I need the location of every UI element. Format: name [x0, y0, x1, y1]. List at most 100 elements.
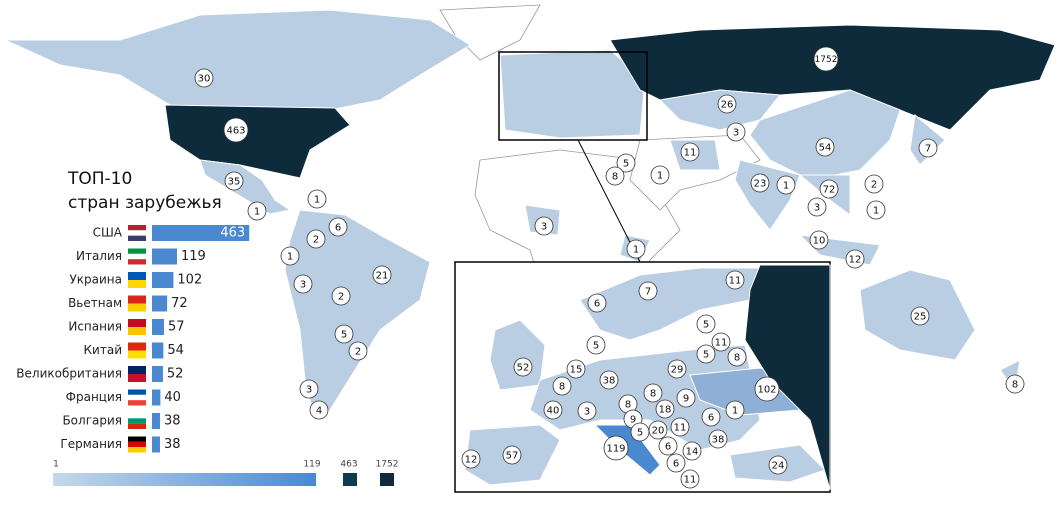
- flag-stripe: [128, 366, 146, 374]
- label-circle: [247, 201, 267, 221]
- map-label: 9: [683, 394, 689, 405]
- label-circle: [552, 376, 572, 396]
- label-circle: [819, 179, 839, 199]
- flag-stripe: [128, 413, 146, 419]
- flag-stripe: [128, 259, 146, 265]
- bar: [152, 413, 160, 429]
- map-label: 12: [465, 455, 478, 466]
- flag-stripe: [128, 303, 146, 312]
- map-label: 3: [306, 385, 312, 396]
- label-circle: [307, 189, 327, 209]
- label-circle: [680, 469, 700, 489]
- flag: [128, 436, 146, 453]
- map-label: 2: [871, 180, 877, 191]
- flag-stripe: [128, 248, 146, 254]
- label-circle: [910, 306, 930, 326]
- map-label: 4: [316, 406, 322, 417]
- map-label: 38: [603, 376, 616, 387]
- map-label: 3: [584, 407, 590, 418]
- map-label: 29: [671, 365, 684, 376]
- legend-swatch: [380, 473, 394, 486]
- label-circle: [676, 388, 696, 408]
- map-label: 18: [659, 405, 672, 416]
- label-circle: [815, 137, 835, 157]
- label-circle: [725, 270, 745, 290]
- flag: [128, 272, 146, 288]
- map-label: 1: [873, 206, 879, 217]
- flag-stripe: [128, 389, 146, 395]
- value-label: 54: [167, 343, 184, 358]
- flag-stripe: [128, 374, 146, 382]
- flag-stripe: [128, 280, 146, 288]
- label-circle: [461, 449, 481, 469]
- label-circle: [776, 175, 796, 195]
- map-label: 6: [594, 299, 600, 310]
- value-label: 38: [164, 437, 181, 452]
- flag-stripe: [128, 441, 146, 448]
- label-circle: [643, 383, 663, 403]
- label-circle: [750, 173, 770, 193]
- label-circle: [587, 293, 607, 313]
- label-circle: [667, 359, 687, 379]
- map-label: 5: [341, 330, 347, 341]
- label-circle: [194, 68, 214, 88]
- label-circle: [513, 357, 533, 377]
- label-circle: [638, 281, 658, 301]
- bar: [152, 389, 161, 406]
- label-circle: [280, 246, 300, 266]
- flag: [128, 413, 146, 429]
- country-label: Италия: [76, 249, 122, 263]
- map-label: 119: [606, 444, 625, 455]
- flag-stripe: [128, 350, 146, 359]
- label-circle: [670, 417, 690, 437]
- flag-stripe: [128, 423, 146, 429]
- map-label: 12: [849, 255, 862, 266]
- map-label: 1: [732, 406, 738, 417]
- map-label: 26: [721, 100, 734, 111]
- flag: [128, 319, 146, 335]
- label-circle: [726, 122, 746, 142]
- map-label: 11: [729, 276, 742, 287]
- label-circle: [711, 332, 731, 352]
- label-circle: [605, 166, 625, 186]
- map-label: 8: [650, 389, 656, 400]
- country-label: Великобритания: [16, 367, 122, 381]
- map-label: 6: [673, 459, 679, 470]
- value-label: 40: [164, 390, 181, 405]
- legend-swatch: [343, 473, 357, 486]
- country-label: Германия: [60, 437, 122, 451]
- map-label: 8: [612, 172, 618, 183]
- label-circle: [328, 217, 348, 237]
- value-label: 38: [164, 414, 181, 429]
- map-label: 52: [517, 363, 530, 374]
- flag-stripe: [128, 319, 146, 327]
- value-label: 72: [171, 296, 188, 311]
- map-label: 23: [754, 179, 767, 190]
- label-circle: [224, 171, 244, 191]
- label-circle: [864, 174, 884, 194]
- label-circle: [813, 46, 839, 72]
- label-circle: [696, 344, 716, 364]
- label-circle: [918, 138, 938, 158]
- map-label: 54: [819, 143, 832, 154]
- label-circle: [372, 265, 392, 285]
- label-circle: [616, 153, 636, 173]
- label-circle: [845, 249, 865, 269]
- label-circle: [768, 455, 788, 475]
- map-label: 40: [547, 406, 560, 417]
- map-label: 8: [559, 382, 565, 393]
- bar: [152, 295, 168, 312]
- map-label: 102: [757, 385, 776, 396]
- map-label: 1: [314, 195, 320, 206]
- label-circle: [331, 286, 351, 306]
- label-circle: [586, 335, 606, 355]
- value-label: 57: [168, 320, 185, 335]
- flag-stripe: [128, 272, 146, 280]
- label-circle: [223, 117, 249, 143]
- map-label: 30: [198, 74, 211, 85]
- map-label: 21: [376, 271, 389, 282]
- flag: [128, 295, 146, 312]
- label-circle: [543, 400, 563, 420]
- label-circle: [754, 376, 780, 402]
